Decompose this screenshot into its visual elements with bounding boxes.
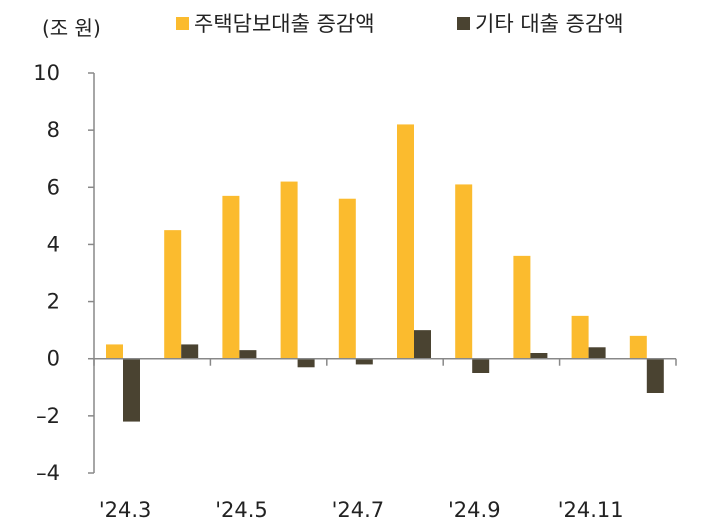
bar-mortgage <box>164 230 182 359</box>
bar-mortgage <box>397 124 414 359</box>
bar-other <box>472 358 490 373</box>
y-tick-label: 8 <box>47 118 60 142</box>
legend-swatch-mortgage <box>176 17 189 30</box>
y-tick-label: 10 <box>33 61 60 85</box>
y-tick-label: –4 <box>36 461 60 485</box>
y-tick-label: 2 <box>47 290 60 314</box>
bar-mortgage <box>629 335 647 359</box>
bar-mortgage <box>455 184 473 359</box>
bar-other <box>355 358 373 365</box>
bar-other <box>123 358 140 422</box>
legend-label-mortgage: 주택담보대출 증감액 <box>194 12 375 36</box>
x-tick-label: '24.11 <box>558 498 624 522</box>
bar-mortgage <box>222 195 240 359</box>
bar-other <box>414 330 431 359</box>
bar-other <box>181 344 199 359</box>
y-tick-label: –2 <box>36 404 60 428</box>
legend-label-other: 기타 대출 증감액 <box>475 12 624 36</box>
bars <box>106 124 664 422</box>
y-tick-label: 4 <box>47 232 60 256</box>
y-unit-label: (조 원) <box>42 16 101 40</box>
legend-swatch-other <box>457 17 470 30</box>
bar-other <box>530 353 548 359</box>
bar-other <box>239 350 257 359</box>
bar-other <box>588 347 606 359</box>
x-axis: '24.3 '24.5 '24.7 '24.9 '24.11 <box>93 357 677 522</box>
y-axis: 10 8 6 4 2 0 –2 –4 <box>33 61 95 485</box>
y-tick-label: 0 <box>47 347 60 371</box>
bar-mortgage <box>338 198 356 359</box>
bar-mortgage <box>513 255 531 359</box>
legend: 주택담보대출 증감액 기타 대출 증감액 <box>176 12 624 36</box>
bar-mortgage <box>106 344 123 359</box>
bar-mortgage <box>280 181 298 359</box>
bar-other <box>646 358 664 393</box>
x-tick-label: '24.9 <box>448 498 501 522</box>
bar-mortgage <box>571 315 589 359</box>
y-tick-label: 6 <box>47 175 60 199</box>
x-tick-label: '24.7 <box>332 498 385 522</box>
bar-other <box>297 358 315 368</box>
x-tick-label: '24.3 <box>99 498 152 522</box>
x-tick-label: '24.5 <box>215 498 268 522</box>
